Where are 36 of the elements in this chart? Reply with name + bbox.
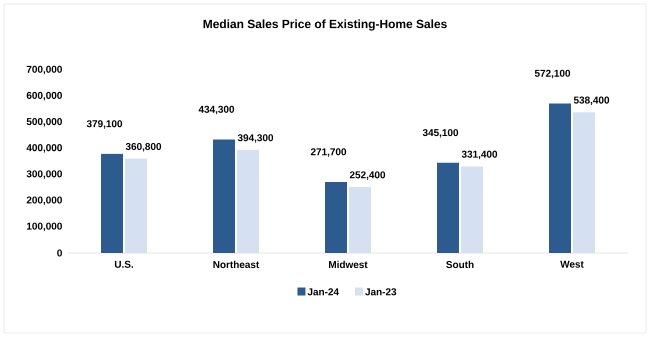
x-tick-label: South (446, 260, 474, 268)
data-label: 360,800 (126, 142, 162, 152)
data-label: 394,300 (238, 134, 274, 143)
data-label: 379,100 (86, 120, 122, 129)
data-label: 331,400 (462, 150, 498, 160)
y-tick-label: 400,000 (26, 144, 62, 153)
data-label: 572,100 (534, 70, 570, 78)
bar (101, 154, 124, 253)
data-label: 345,100 (422, 129, 458, 138)
bar (549, 103, 572, 253)
y-tick-label: 200,000 (26, 196, 62, 205)
x-tick-label: Northeast (213, 260, 260, 268)
data-label: 252,400 (350, 171, 386, 180)
bar (573, 112, 596, 253)
bar (237, 150, 259, 253)
data-label: 538,400 (574, 96, 610, 106)
x-tick-label: West (560, 260, 584, 268)
data-label: 434,300 (198, 106, 234, 114)
bar (349, 187, 371, 253)
y-tick-label: 100,000 (26, 222, 62, 232)
bar (125, 158, 147, 253)
chart-title: Median Sales Price of Existing-Home Sales (204, 19, 447, 31)
bar (437, 162, 460, 253)
bar (461, 166, 484, 253)
x-tick-label: U.S. (114, 260, 134, 268)
y-tick-label: 600,000 (26, 92, 62, 100)
bar (325, 182, 348, 253)
y-tick-label: 700,000 (26, 66, 62, 74)
legend-label: Jan-23 (365, 288, 396, 296)
bar (213, 139, 236, 253)
legend-label: Jan-24 (308, 288, 339, 296)
y-tick-label: 500,000 (26, 118, 62, 127)
y-tick-label: 0 (57, 249, 62, 257)
x-tick-label: Midwest (329, 260, 368, 268)
y-tick-label: 300,000 (26, 170, 62, 179)
data-label: 271,700 (310, 148, 346, 157)
